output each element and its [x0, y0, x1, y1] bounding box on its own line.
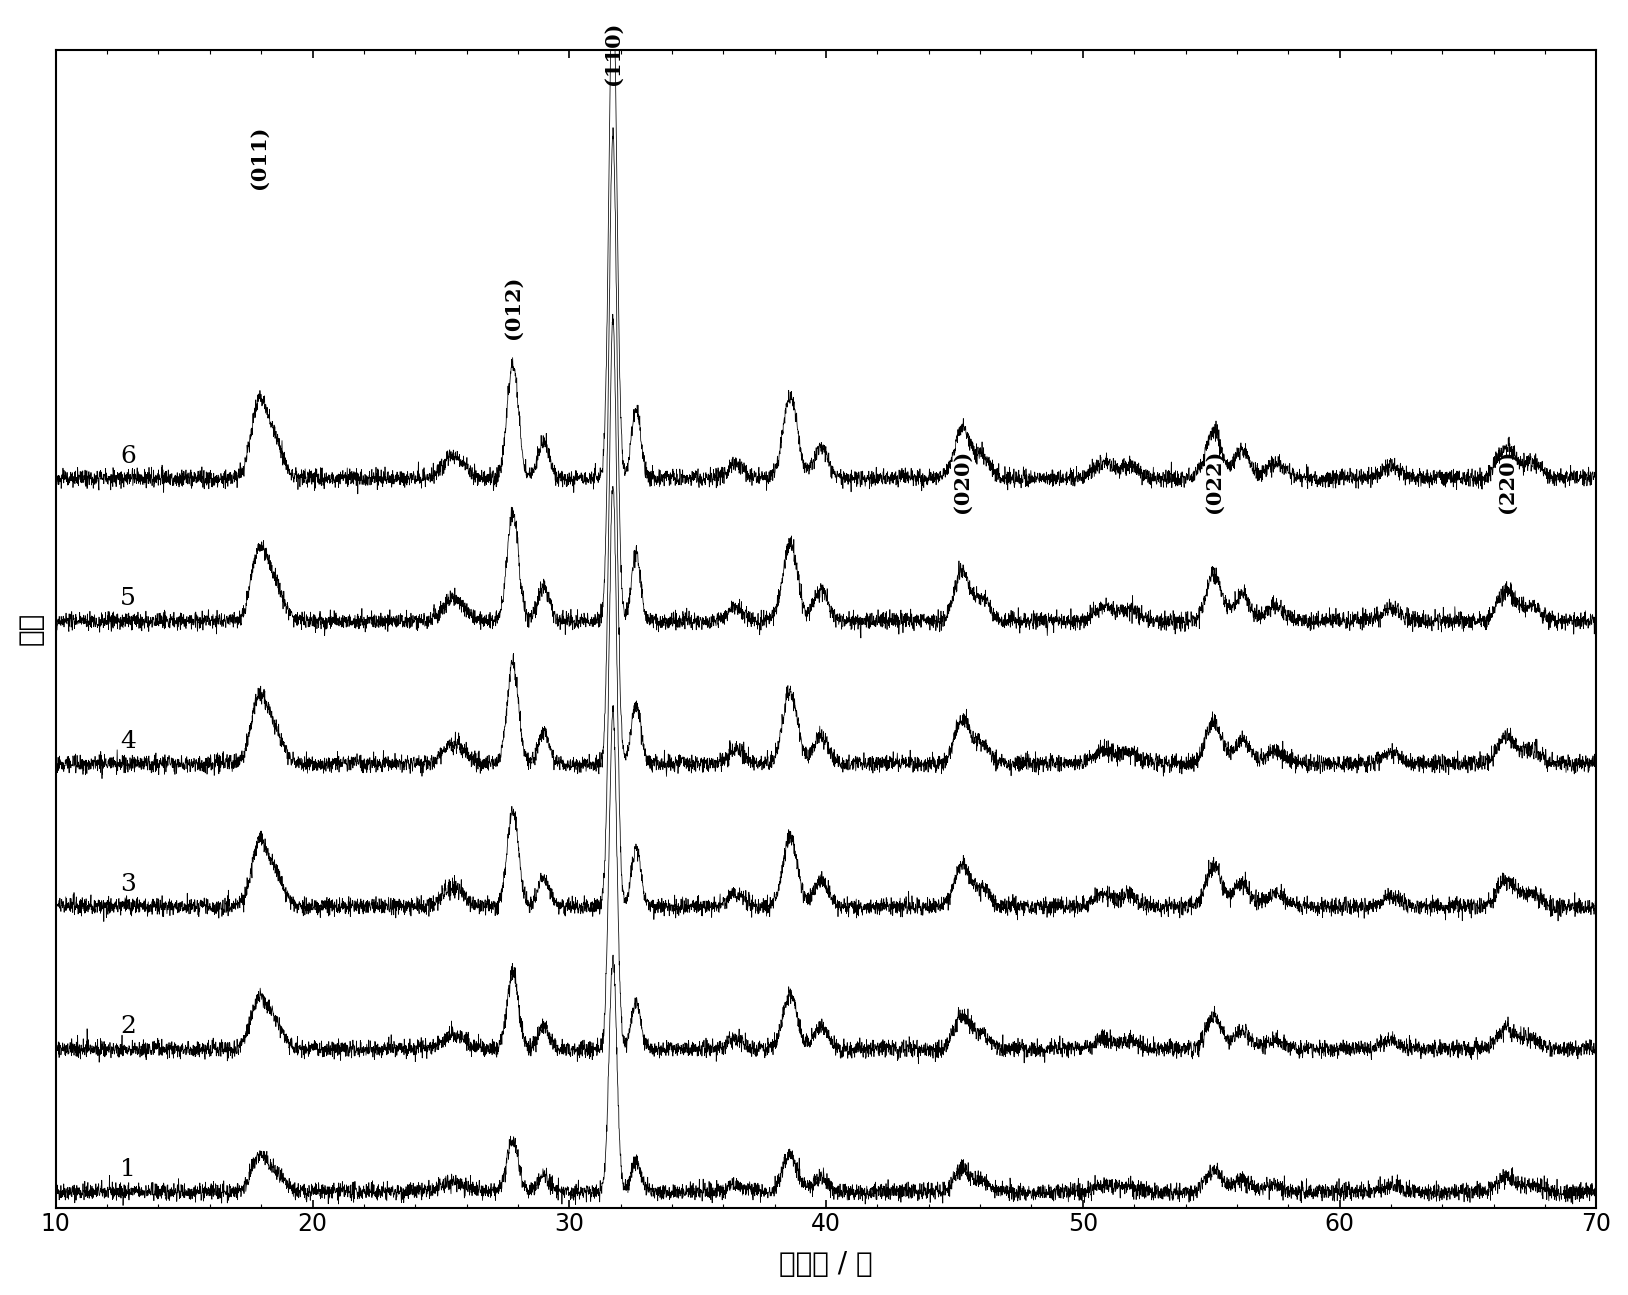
Text: 5: 5	[120, 588, 135, 610]
Text: (110): (110)	[602, 22, 624, 85]
Text: 2: 2	[120, 1015, 135, 1039]
Text: (220): (220)	[1496, 449, 1516, 513]
Text: (011): (011)	[249, 126, 269, 189]
Text: (012): (012)	[503, 276, 523, 339]
Text: (020): (020)	[952, 449, 972, 513]
Text: 1: 1	[120, 1158, 135, 1181]
Text: 6: 6	[120, 444, 135, 467]
Text: 3: 3	[120, 873, 135, 896]
Y-axis label: 强度: 强度	[16, 613, 44, 645]
Text: (022): (022)	[1203, 449, 1224, 513]
Text: 4: 4	[120, 730, 135, 754]
X-axis label: 蝁射角 / 度: 蝁射角 / 度	[780, 1251, 873, 1278]
